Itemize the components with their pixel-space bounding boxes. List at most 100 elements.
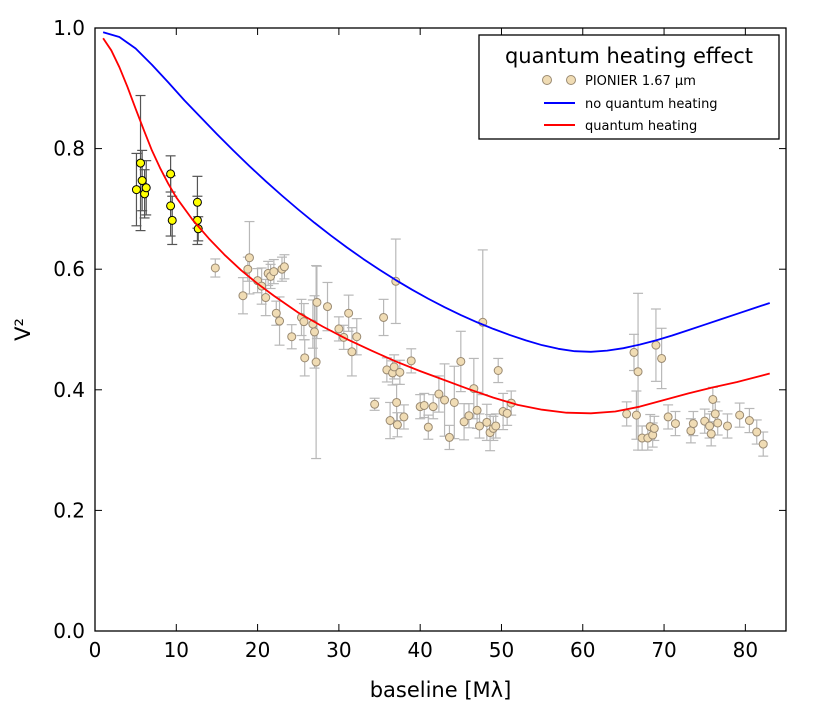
pionier-point: [449, 397, 459, 407]
pionier-point: [444, 432, 454, 442]
pionier-point: [649, 423, 659, 433]
pionier-point: [657, 353, 667, 363]
pionier-point: [629, 347, 639, 357]
x-tick-label: 0: [89, 638, 102, 662]
highlight-point: [137, 176, 147, 186]
pionier-point: [385, 416, 395, 426]
legend: quantum heating effect PIONIER 1.67 µm n…: [478, 34, 780, 140]
pionier-point: [752, 427, 762, 437]
pionier-point: [631, 410, 641, 420]
pionier-point: [352, 332, 362, 342]
series-line-no-quantum-heating: [102, 31, 771, 353]
pionier-point: [633, 367, 643, 377]
pionier-point: [392, 397, 402, 407]
pionier-point: [275, 316, 285, 326]
pionier-point: [279, 262, 289, 272]
pionier-point: [395, 367, 405, 377]
highlight-point: [131, 185, 141, 195]
pionier-point: [744, 416, 754, 426]
pionier-point: [210, 263, 220, 273]
y-tick-label: 0.6: [53, 257, 85, 281]
pionier-point: [722, 421, 732, 431]
pionier-point: [269, 267, 279, 277]
pionier-point: [713, 418, 723, 428]
pionier-point: [334, 324, 344, 334]
x-tick-label: 20: [245, 638, 270, 662]
pionier-point: [312, 297, 322, 307]
x-tick-label: 40: [407, 638, 432, 662]
x-tick-label: 70: [651, 638, 676, 662]
pionier-point: [622, 409, 632, 419]
pionier-point: [311, 357, 321, 367]
pionier-point: [428, 402, 438, 412]
pionier-point: [347, 347, 357, 357]
pionier-point: [651, 340, 661, 350]
plot-area-frame: [94, 27, 787, 632]
highlight-point: [192, 197, 202, 207]
legend-title: quantum heating effect: [505, 44, 753, 68]
series-line-quantum-heating: [102, 37, 770, 415]
x-tick-label: 10: [164, 638, 189, 662]
x-tick-label: 50: [489, 638, 514, 662]
highlight-point: [166, 169, 176, 179]
y-axis-label: V²: [11, 318, 35, 341]
pionier-point: [758, 439, 768, 449]
pionier-point: [434, 389, 444, 399]
pionier-point: [670, 419, 680, 429]
pionier-point: [406, 356, 416, 366]
pionier-point: [399, 412, 409, 422]
pionier-point: [440, 395, 450, 405]
highlight-point: [136, 158, 146, 168]
pionier-point: [392, 420, 402, 430]
pionier-point: [271, 308, 281, 318]
highlight-point: [193, 224, 203, 234]
pionier-point: [323, 302, 333, 312]
legend-marker-pionier: [566, 75, 576, 85]
y-tick-label: 0.4: [53, 378, 85, 402]
pionier-point: [464, 411, 474, 421]
pionier-point: [287, 332, 297, 342]
axis-ticks: 0 10 20 30 40 50 60 70 80 0.0 0.2 0.4 0.6 0.8 1.0: [53, 16, 786, 662]
highlight-point: [167, 215, 177, 225]
pionier-point: [459, 417, 469, 427]
legend-label-pionier: PIONIER 1.67 µm: [585, 74, 696, 89]
pionier-point: [491, 421, 501, 431]
x-tick-label: 60: [570, 638, 595, 662]
legend-marker-pionier: [542, 75, 552, 85]
y-tick-label: 0.2: [53, 498, 85, 522]
pionier-point: [688, 419, 698, 429]
highlight-point: [141, 183, 151, 193]
pionier-point: [419, 400, 429, 410]
legend-box: [478, 34, 780, 140]
y-tick-label: 0.8: [53, 137, 85, 161]
pionier-point: [300, 353, 310, 363]
data-layer: [102, 31, 771, 460]
pionier-point: [493, 366, 503, 376]
x-tick-label: 30: [326, 638, 351, 662]
y-tick-label: 0.0: [53, 619, 85, 643]
pionier-point: [423, 422, 433, 432]
pionier-point: [710, 409, 720, 419]
x-tick-label: 80: [733, 638, 758, 662]
pionier-point: [238, 291, 248, 301]
pionier-point: [244, 253, 254, 263]
pionier-point: [309, 327, 319, 337]
pionier-point: [482, 417, 492, 427]
pionier-point: [299, 317, 309, 327]
pionier-point: [261, 293, 271, 303]
pionier-point: [456, 356, 466, 366]
pionier-point: [379, 312, 389, 322]
highlight-point: [166, 201, 176, 211]
x-axis-label: baseline [Mλ]: [370, 678, 512, 702]
pionier-point: [389, 362, 399, 372]
pionier-point: [708, 394, 718, 404]
pionier-point: [475, 421, 485, 431]
pionier-point: [502, 408, 512, 418]
pionier-point: [705, 421, 715, 431]
pionier-point: [706, 429, 716, 439]
pionier-point: [243, 264, 253, 274]
pionier-point: [472, 405, 482, 415]
pionier-point: [663, 412, 673, 422]
legend-label-no-quantum-heating: no quantum heating: [585, 97, 718, 112]
